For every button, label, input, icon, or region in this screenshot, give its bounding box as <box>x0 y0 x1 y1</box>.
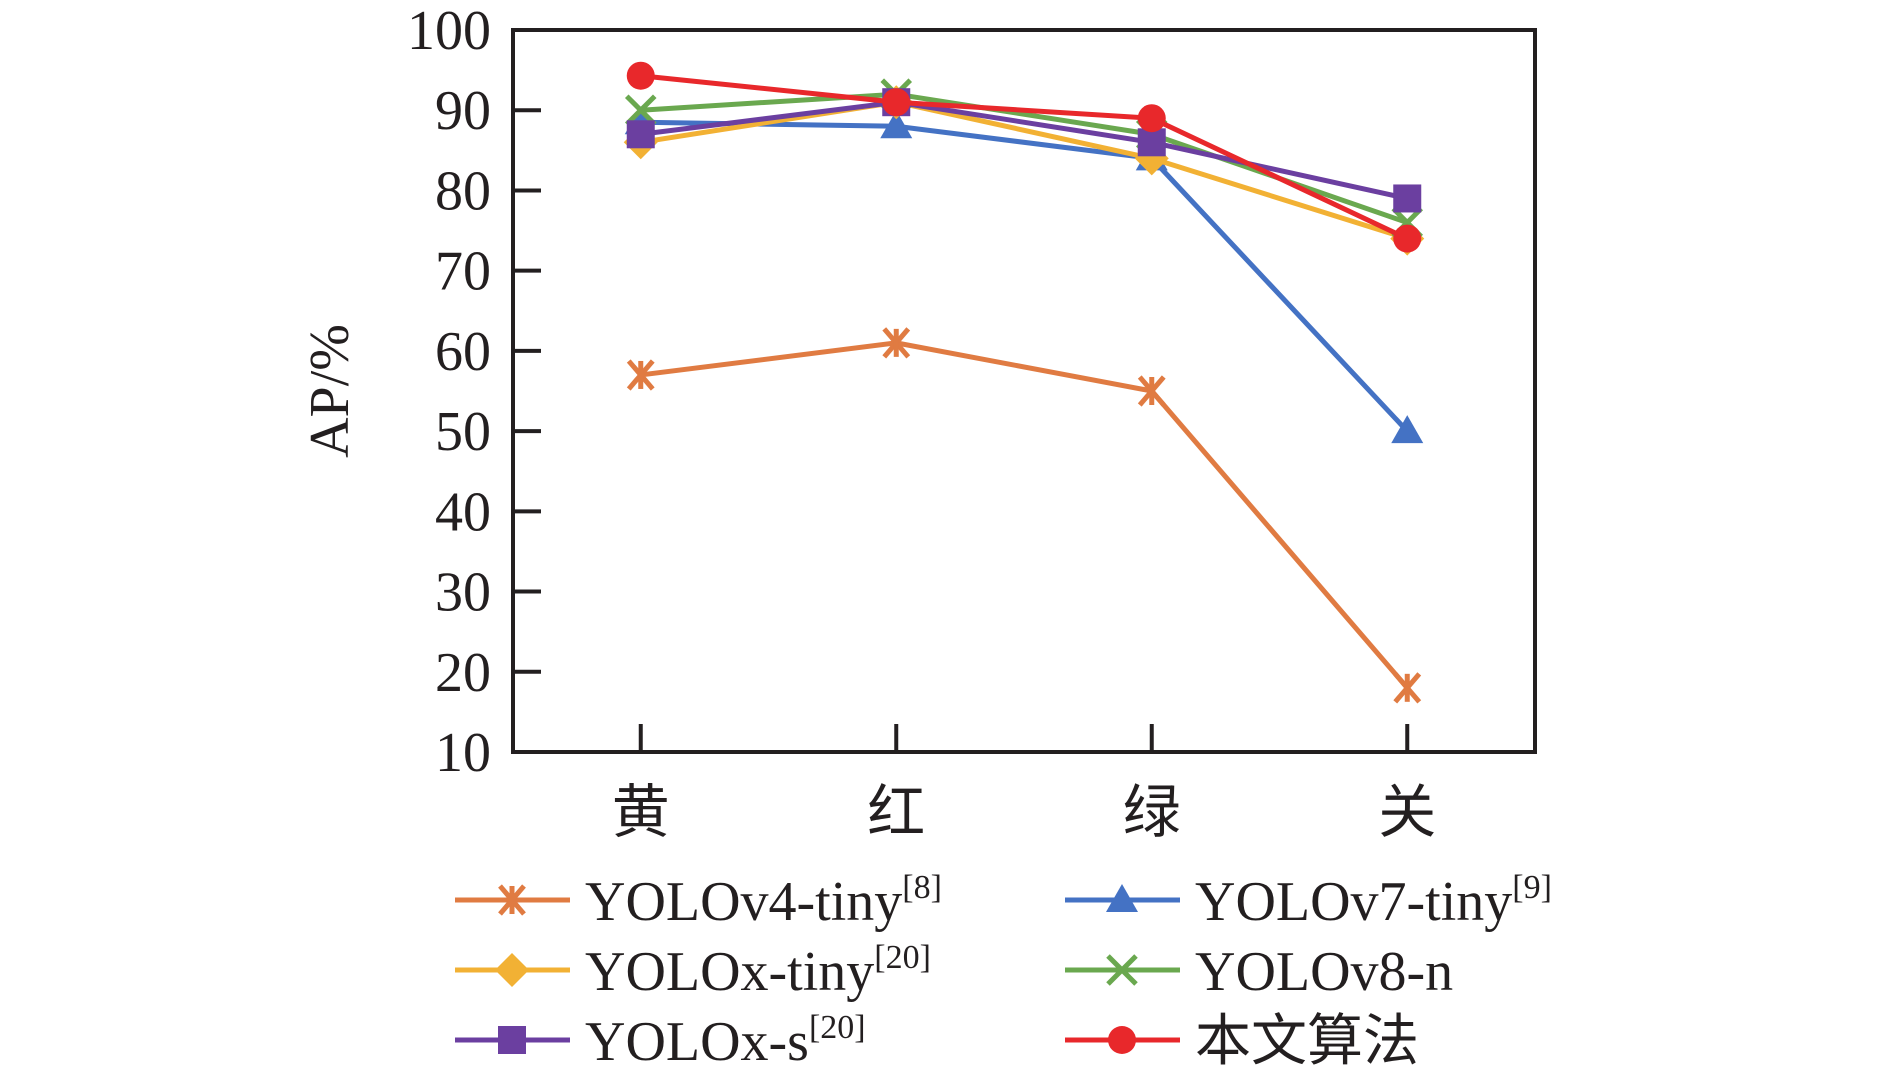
y-tick-label: 60 <box>435 321 491 383</box>
series-line <box>640 99 1408 241</box>
data-point <box>1393 672 1422 704</box>
legend-item: YOLOv8-n <box>1065 941 1453 1003</box>
series-4 <box>626 88 1422 213</box>
series-line <box>640 340 1410 690</box>
plot-frame <box>511 28 1537 754</box>
y-tick-label: 80 <box>435 160 491 222</box>
x-tick-label: 红 <box>867 778 925 846</box>
legend-marker <box>1106 884 1138 912</box>
data-point <box>882 88 911 117</box>
legend-item: YOLOx-tiny[20] <box>455 939 931 1003</box>
legend: YOLOv4-tiny[8] YOLOv7-tiny[9] YOLOx-tiny[2… <box>455 869 1552 1073</box>
y-tick-label: 10 <box>435 722 491 784</box>
series-0 <box>626 327 1422 704</box>
y-tick-label: 30 <box>435 562 491 624</box>
x-tick-label: 黄 <box>612 778 670 846</box>
data-point <box>626 359 655 391</box>
data-point <box>1137 104 1166 133</box>
y-tick-label: 20 <box>435 642 491 704</box>
legend-label: YOLOx-s[20] <box>585 1009 866 1073</box>
y-tick-label: 40 <box>435 481 491 543</box>
data-point <box>1391 415 1424 444</box>
y-axis-title: AP/% <box>299 324 361 458</box>
legend-label: YOLOv8-n <box>1195 941 1453 1003</box>
legend-label: YOLOx-tiny[20] <box>585 939 931 1003</box>
legend-marker <box>498 884 526 916</box>
y-tick-label: 50 <box>435 401 491 463</box>
legend-marker <box>498 1026 526 1054</box>
x-tick-label: 关 <box>1378 778 1436 846</box>
axes: 10 20 30 40 50 60 70 80 90 100 黄 红 绿 关 AP/% <box>299 0 1537 846</box>
series-1 <box>624 106 1424 444</box>
series-3 <box>624 78 1424 239</box>
y-tick-label: 70 <box>435 241 491 303</box>
marker-stroke <box>624 94 657 126</box>
legend-marker <box>1106 954 1138 986</box>
data-point <box>882 327 911 359</box>
legend-label: 本文算法 <box>1195 1011 1419 1073</box>
series-line <box>640 99 1408 201</box>
data-point <box>1137 375 1166 407</box>
data-point <box>626 120 655 149</box>
x-tick-label: 绿 <box>1123 778 1181 846</box>
series-line <box>640 119 1410 433</box>
legend-item: YOLOv7-tiny[9] <box>1065 869 1552 933</box>
data-point <box>626 61 655 90</box>
data-point <box>1393 224 1422 253</box>
series-layer <box>623 61 1425 704</box>
legend-marker <box>1108 1026 1136 1054</box>
y-tick-label: 90 <box>435 80 491 142</box>
legend-item: 本文算法 <box>1065 1011 1419 1073</box>
series-line <box>640 73 1409 241</box>
marker-stroke <box>1106 954 1138 986</box>
legend-marker <box>495 953 529 987</box>
y-tick-label: 100 <box>407 0 491 62</box>
data-point <box>624 94 657 126</box>
data-point <box>1137 128 1166 157</box>
series-5 <box>626 61 1422 253</box>
legend-label: YOLOv7-tiny[9] <box>1195 869 1552 933</box>
data-point <box>1393 184 1422 213</box>
legend-item: YOLOv4-tiny[8] <box>455 869 942 933</box>
legend-label: YOLOv4-tiny[8] <box>585 869 942 933</box>
legend-item: YOLOx-s[20] <box>455 1009 866 1073</box>
data-point <box>880 110 913 139</box>
